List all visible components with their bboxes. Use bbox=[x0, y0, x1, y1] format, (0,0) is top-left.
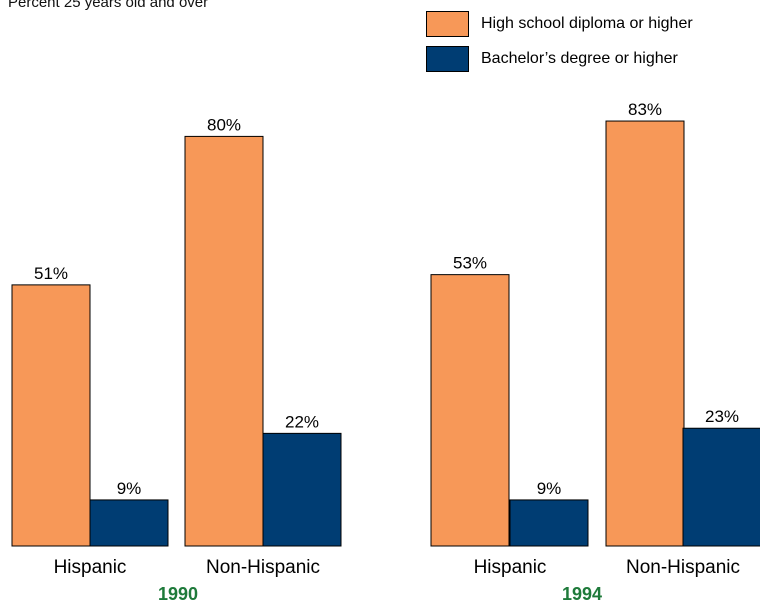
legend-item-high-school: High school diploma or higher bbox=[426, 10, 693, 38]
category-label: Non-Hispanic bbox=[626, 557, 740, 578]
category-label: Non-Hispanic bbox=[206, 557, 320, 578]
bar-1994-hispanic-high-school bbox=[430, 274, 510, 547]
legend: High school diploma or higher Bachelor’s… bbox=[426, 10, 693, 80]
category-label: Hispanic bbox=[474, 557, 547, 578]
bar-1990-hispanic-high-school bbox=[11, 284, 91, 547]
data-label: 23% bbox=[705, 407, 739, 426]
bar-1990-non-hispanic-high-school bbox=[184, 135, 264, 547]
chart-subtitle: Percent 25 years old and over bbox=[8, 0, 209, 11]
bar-1990-non-hispanic-bachelors bbox=[262, 432, 342, 547]
bar-1990-hispanic-bachelors bbox=[89, 499, 169, 547]
bar-1994-hispanic-bachelors bbox=[509, 499, 589, 547]
data-label: 22% bbox=[285, 412, 319, 431]
data-label: 51% bbox=[34, 264, 68, 283]
year-label: 1990 bbox=[158, 584, 198, 604]
legend-item-bachelors: Bachelor’s degree or higher bbox=[426, 45, 693, 73]
year-label: 1994 bbox=[562, 584, 602, 604]
category-label: Hispanic bbox=[54, 557, 127, 578]
data-label: 53% bbox=[453, 254, 487, 273]
legend-swatch-high-school bbox=[426, 11, 469, 37]
data-label: 9% bbox=[117, 479, 142, 498]
bar-1994-non-hispanic-bachelors bbox=[682, 427, 760, 547]
data-label: 83% bbox=[628, 100, 662, 119]
bar-1994-non-hispanic-high-school bbox=[605, 120, 685, 547]
data-label: 9% bbox=[537, 479, 562, 498]
legend-label-bachelors: Bachelor’s degree or higher bbox=[481, 50, 678, 67]
legend-swatch-bachelors bbox=[426, 46, 469, 72]
data-label: 80% bbox=[207, 115, 241, 134]
legend-label-high-school: High school diploma or higher bbox=[481, 15, 693, 32]
